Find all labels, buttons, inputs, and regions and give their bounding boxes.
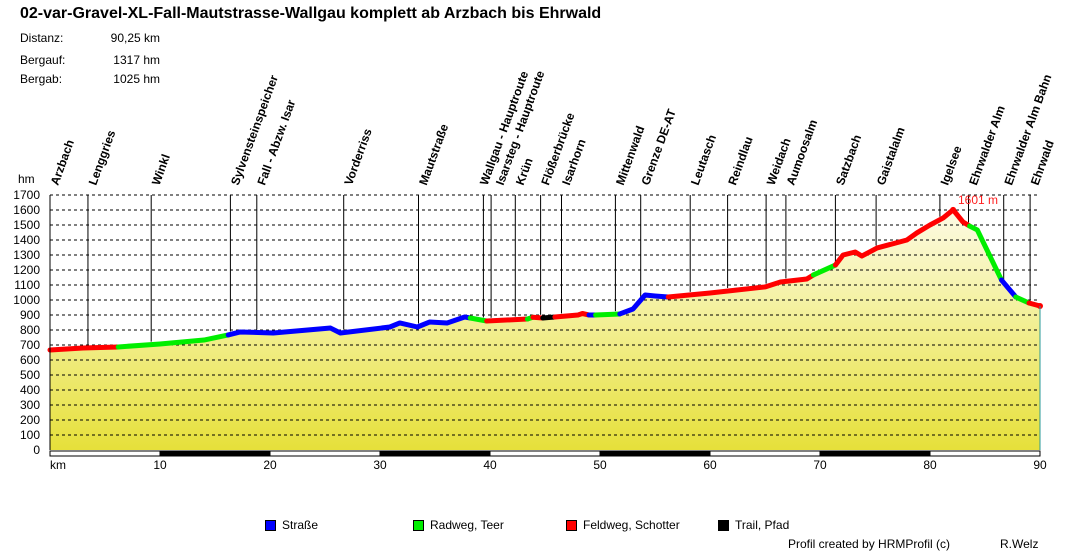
y-tick-label: 1000	[13, 293, 40, 307]
legend-item-feldweg: Feldweg, Schotter	[566, 518, 680, 532]
waypoint-label: Reindlau	[725, 135, 755, 187]
legend-swatch	[413, 519, 424, 531]
author-text: R.Welz	[1000, 537, 1039, 551]
stat-descent: Bergab: 1025 hm	[20, 72, 160, 86]
x-tick-label: 20	[263, 458, 277, 472]
profile-segment-radweg	[810, 262, 838, 278]
y-tick-label: 500	[20, 368, 40, 382]
y-tick-label: 1300	[13, 248, 40, 262]
x-scale-bar-segment	[269, 450, 381, 457]
x-scale-bar-segment	[489, 450, 601, 457]
waypoint-label: Vorderriss	[341, 126, 374, 187]
x-tick-label: 60	[703, 458, 717, 472]
stat-value: 90,25 km	[110, 31, 160, 45]
y-tick-label: 800	[20, 323, 40, 337]
x-scale-bar-segment	[709, 450, 821, 457]
y-tick-label: 1500	[13, 218, 40, 232]
x-tick-label: 90	[1033, 458, 1047, 472]
profile-segment-feldweg	[552, 311, 592, 320]
legend-label: Feldweg, Schotter	[583, 518, 680, 532]
waypoint-label: Ehrwalder Alm	[966, 104, 1008, 187]
waypoint-label: Satzbach	[833, 133, 864, 187]
legend-item-trail: Trail, Pfad	[718, 518, 789, 532]
stat-value: 1317 hm	[113, 53, 160, 67]
profile-segment-radweg	[967, 223, 1004, 283]
waypoint-label: Mautstraße	[416, 122, 451, 187]
y-axis-label: hm	[18, 172, 35, 186]
stat-value: 1025 hm	[113, 72, 160, 86]
peak-marker	[950, 206, 957, 213]
profile-segment-strasse	[617, 292, 671, 317]
x-scale-bar-segment	[159, 450, 271, 457]
stat-label: Bergab:	[20, 72, 63, 86]
waypoint-label: Winkl	[149, 152, 173, 187]
legend-item-radweg: Radweg, Teer	[413, 518, 504, 532]
legend-swatch	[566, 519, 577, 531]
profile-segment-strasse	[225, 314, 473, 338]
y-tick-label: 1700	[13, 188, 40, 202]
peak-label: 1601 m	[958, 193, 998, 207]
x-tick-label: 30	[373, 458, 387, 472]
legend-label: Straße	[282, 518, 319, 532]
credit-text: Profil created by HRMProfil (c)	[788, 537, 951, 551]
page-title: 02-var-Gravel-XL-Fall-Mautstrasse-Wallga…	[20, 5, 602, 22]
profile-segment-feldweg	[47, 344, 121, 353]
x-tick-label: 40	[483, 458, 497, 472]
y-tick-label: 300	[20, 398, 40, 412]
waypoint-label: Gaistalalm	[874, 125, 908, 187]
y-tick-label: 1600	[13, 203, 40, 217]
y-tick-label: 900	[20, 308, 40, 322]
waypoint-label: Igelsee	[938, 144, 965, 187]
stat-ascent: Bergauf: 1317 hm	[20, 53, 160, 67]
legend-swatch	[265, 519, 276, 531]
x-scale-bar-segment	[929, 450, 1041, 457]
profile-segment-feldweg	[484, 316, 530, 324]
legend-label: Radweg, Teer	[430, 518, 504, 532]
waypoint-label: Ehrwald	[1028, 138, 1057, 187]
y-tick-label: 1100	[14, 278, 40, 292]
x-tick-label: 50	[593, 458, 607, 472]
profile-segment-radweg	[467, 315, 490, 324]
x-scale-bar-segment	[819, 450, 931, 457]
profile-segment-strasse	[999, 277, 1019, 300]
profile-segment-feldweg	[665, 272, 816, 300]
waypoint-label: Grenze DE-AT	[638, 107, 679, 187]
waypoint-label: Krün	[513, 156, 536, 187]
y-tick-label: 0	[33, 443, 40, 457]
x-scale-bar-segment	[49, 450, 161, 457]
y-tick-label: 400	[20, 383, 40, 397]
stat-label: Bergauf:	[20, 53, 66, 67]
x-tick-label: 70	[813, 458, 827, 472]
y-tick-label: 600	[20, 353, 40, 367]
y-tick-label: 1400	[13, 233, 40, 247]
waypoint-label: Leutasch	[688, 133, 719, 187]
waypoint-label: Lenggries	[86, 128, 119, 187]
profile-segment-radweg	[115, 332, 231, 350]
x-scale-bar-segment	[379, 450, 491, 457]
x-tick-label: km	[50, 458, 66, 472]
profile-segment-radweg	[593, 311, 623, 318]
x-scale-bar-segment	[599, 450, 711, 457]
legend-item-strasse: Straße	[265, 518, 318, 532]
x-tick-label: 10	[153, 458, 167, 472]
x-tick-label: 80	[923, 458, 937, 472]
legend-label: Trail, Pfad	[735, 518, 790, 532]
y-tick-label: 100	[20, 428, 40, 442]
stat-label: Distanz:	[20, 31, 64, 45]
stat-distance: Distanz: 90,25 km	[20, 31, 160, 45]
y-tick-label: 200	[20, 413, 40, 427]
y-tick-label: 700	[20, 338, 40, 352]
y-tick-label: 1200	[13, 263, 40, 277]
waypoint-label: Arzbach	[48, 138, 77, 187]
legend-swatch	[718, 519, 729, 531]
